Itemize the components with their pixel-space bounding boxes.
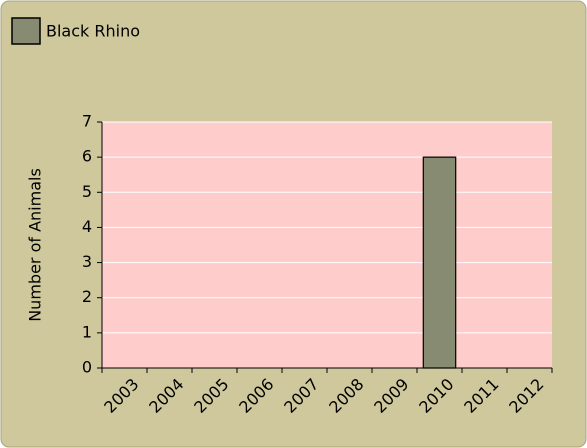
y-tick-label: 0 [82, 358, 92, 377]
y-tick-label: 4 [82, 217, 92, 236]
y-tick-label: 5 [82, 182, 92, 201]
y-tick-label: 2 [82, 287, 92, 306]
bar [422, 156, 457, 369]
y-tick-label: 7 [82, 112, 92, 131]
y-tick-label: 3 [82, 252, 92, 271]
legend-swatch [11, 17, 41, 45]
y-tick-label: 6 [82, 147, 92, 166]
y-axis-label: Number of Animals [26, 168, 45, 322]
legend-label: Black Rhino [46, 22, 140, 41]
plot-area [102, 122, 552, 368]
y-tick-label: 1 [82, 322, 92, 341]
